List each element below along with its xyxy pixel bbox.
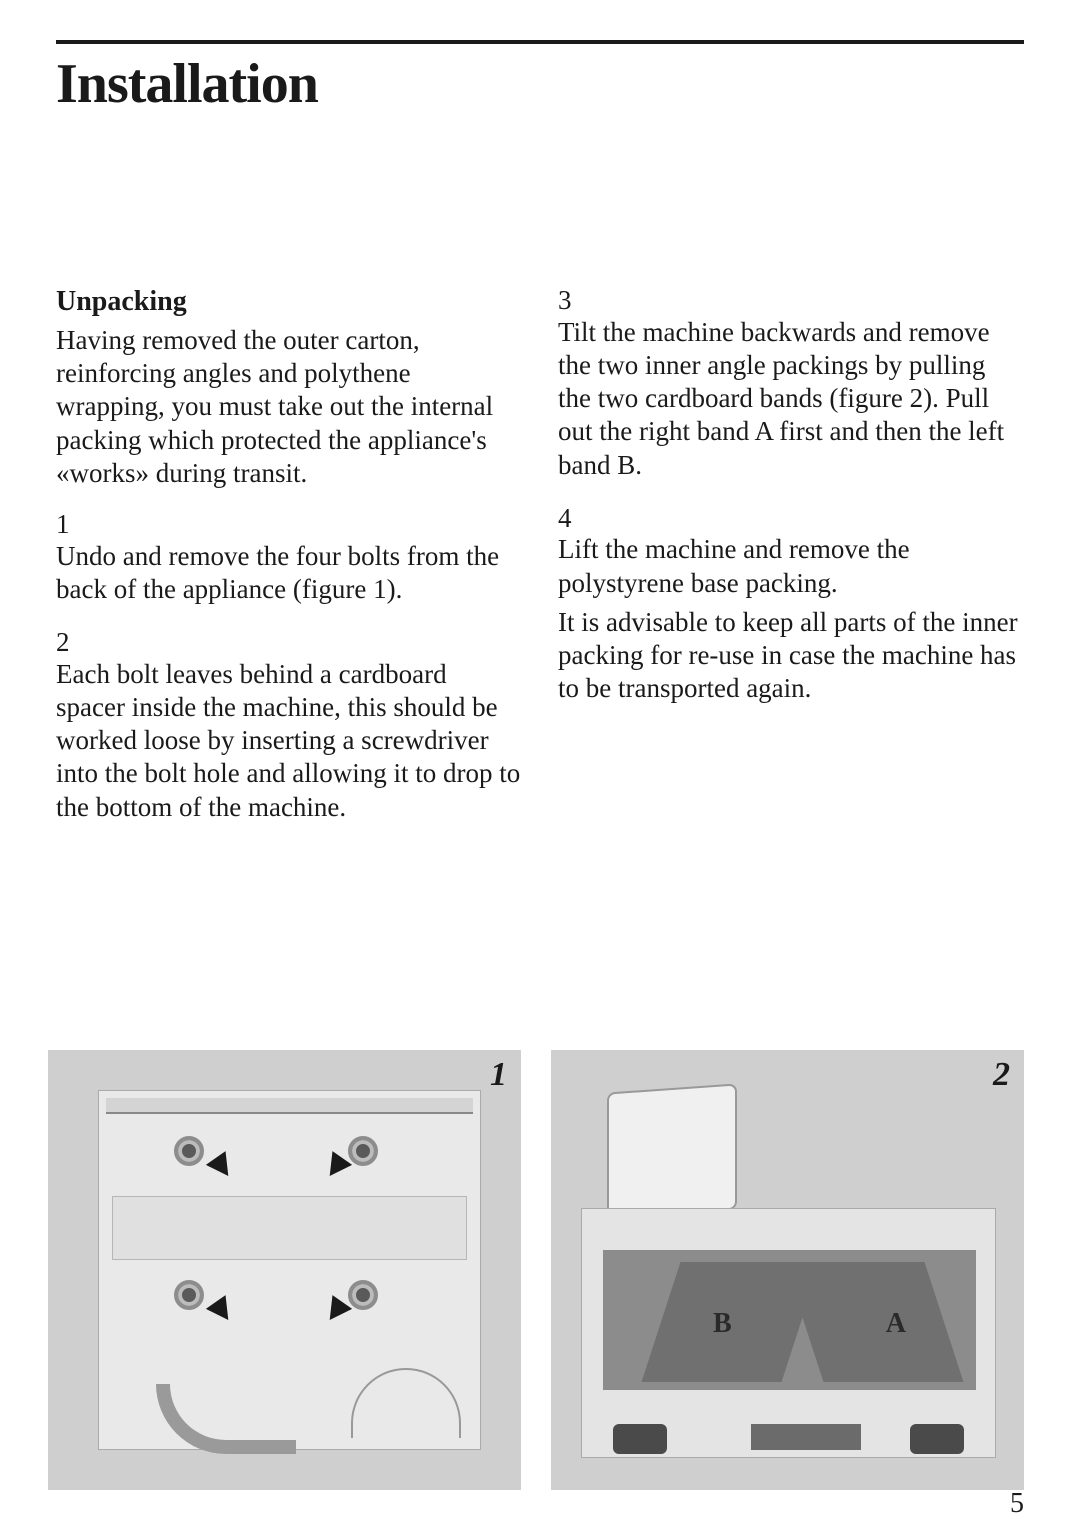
step-1-text: Undo and remove the four bolts from the …: [56, 540, 522, 606]
figure-2-midblock: [751, 1424, 861, 1450]
content-columns: Unpacking Having removed the outer carto…: [56, 286, 1024, 846]
figure-1-top-strip: [106, 1098, 473, 1114]
figure-2-label-b: B: [713, 1308, 732, 1340]
left-column: Unpacking Having removed the outer carto…: [56, 286, 522, 846]
step-3-number: 3: [558, 286, 1024, 316]
figure-1-bolt-icon: [348, 1280, 378, 1310]
step-4a-text: Lift the machine and remove the polystyr…: [558, 533, 1024, 599]
figure-2-lid-icon: [607, 1083, 737, 1218]
unpacking-intro: Having removed the outer carton, reinfor…: [56, 324, 522, 490]
figure-1-badge: 1: [490, 1056, 507, 1094]
figure-1: 1: [48, 1050, 521, 1490]
figure-2-foot-icon: [613, 1424, 667, 1454]
page-title: Installation: [56, 52, 1024, 116]
figure-1-bolt-icon: [348, 1136, 378, 1166]
figure-1-bolt-icon: [174, 1136, 204, 1166]
figure-2-badge: 2: [993, 1056, 1010, 1094]
step-1-number: 1: [56, 510, 522, 540]
figure-2: B A 2: [551, 1050, 1024, 1490]
figure-2-foot-icon: [910, 1424, 964, 1454]
step-3-text: Tilt the machine backwards and remove th…: [558, 316, 1024, 482]
top-rule: [56, 40, 1024, 44]
step-2-number: 2: [56, 628, 522, 658]
step-2-text: Each bolt leaves behind a cardboard spac…: [56, 658, 522, 824]
right-column: 3 Tilt the machine backwards and remove …: [558, 286, 1024, 846]
figure-1-mid-strip: [112, 1196, 467, 1260]
unpacking-heading: Unpacking: [56, 286, 522, 318]
figure-1-bolt-icon: [174, 1280, 204, 1310]
figures-row: 1 B A 2: [48, 1050, 1024, 1490]
step-4-number: 4: [558, 504, 1024, 534]
figure-2-label-a: A: [886, 1308, 906, 1340]
page-number: 5: [1010, 1488, 1024, 1520]
step-4b-text: It is advisable to keep all parts of the…: [558, 606, 1024, 706]
